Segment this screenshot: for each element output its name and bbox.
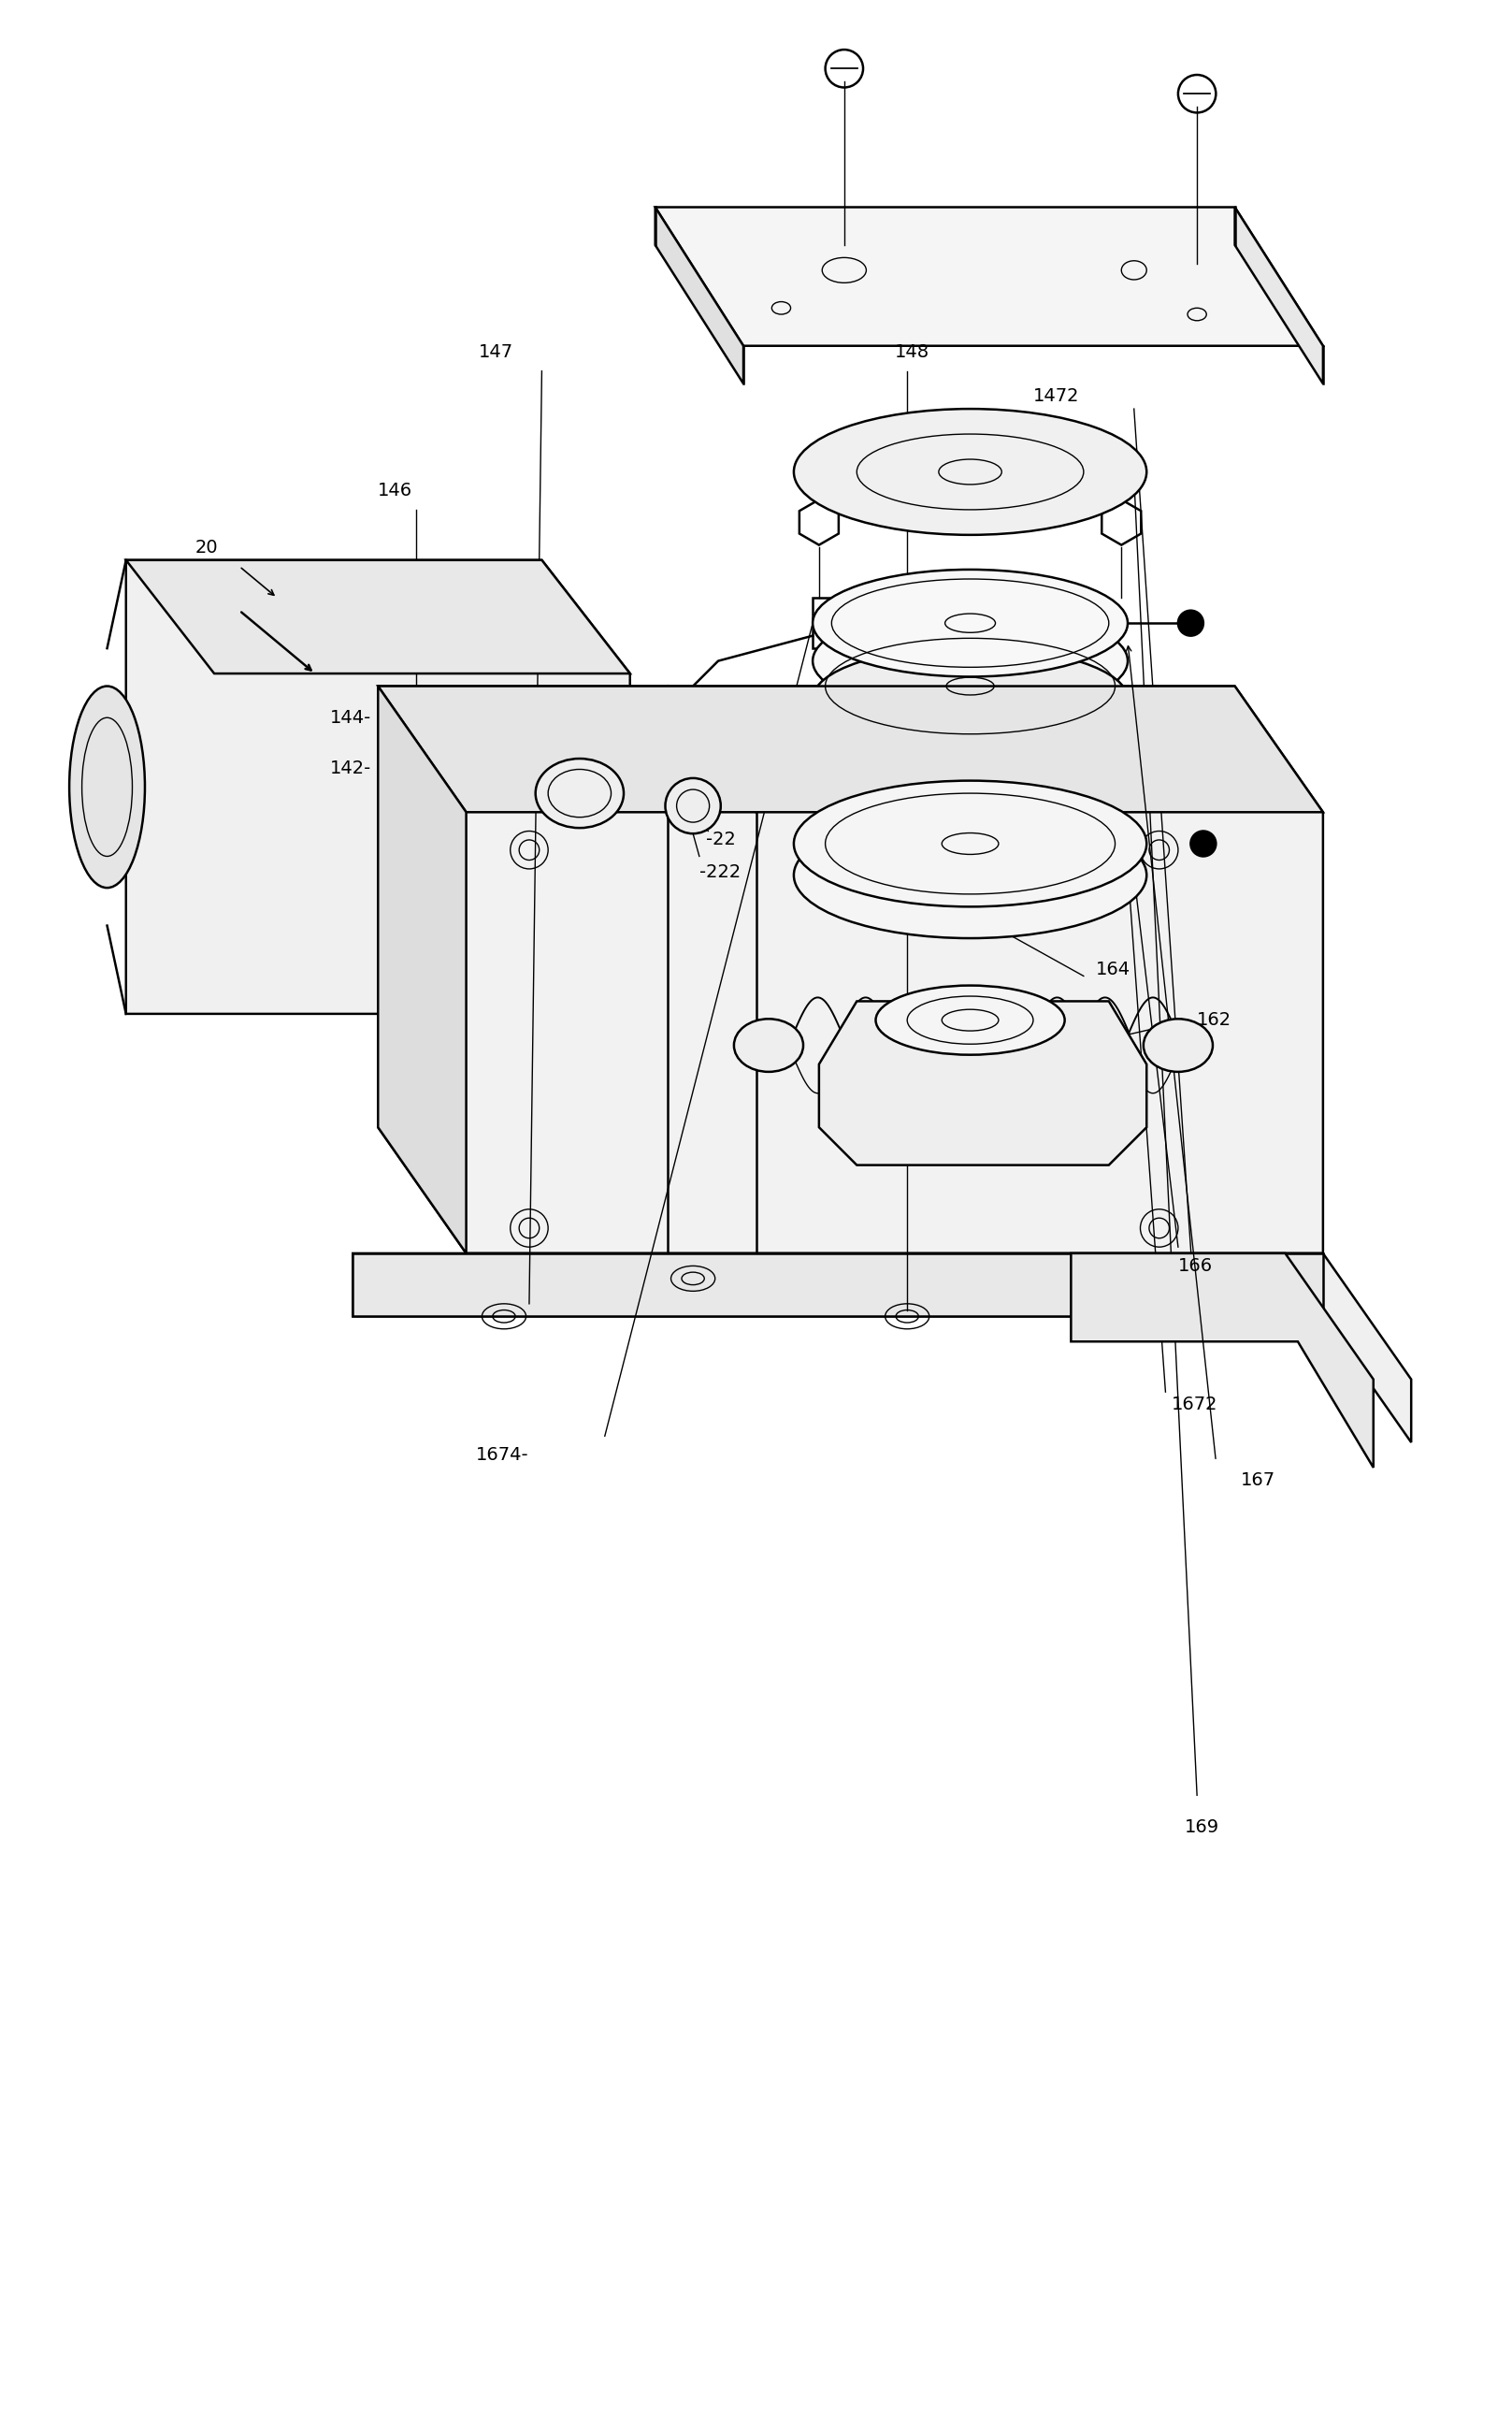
Ellipse shape <box>875 985 1064 1055</box>
Text: 1674-: 1674- <box>476 1446 529 1463</box>
Text: 148: 148 <box>895 343 930 362</box>
Ellipse shape <box>1143 1019 1213 1072</box>
Text: 166: 166 <box>1178 1257 1213 1274</box>
Text: -222: -222 <box>699 863 741 882</box>
Text: 162: 162 <box>1198 1011 1232 1028</box>
Text: 147: 147 <box>479 343 514 362</box>
Ellipse shape <box>733 1019 803 1072</box>
Ellipse shape <box>794 780 1146 907</box>
Text: 1672: 1672 <box>1172 1395 1219 1412</box>
Ellipse shape <box>794 408 1146 535</box>
Polygon shape <box>378 686 1323 812</box>
Ellipse shape <box>813 647 1128 751</box>
Polygon shape <box>820 1002 1146 1164</box>
Circle shape <box>1191 831 1216 856</box>
Ellipse shape <box>813 569 1128 676</box>
Text: 164: 164 <box>1096 960 1131 980</box>
Polygon shape <box>655 207 1323 345</box>
Polygon shape <box>1235 207 1323 384</box>
Ellipse shape <box>535 758 623 829</box>
Text: 20: 20 <box>195 540 218 557</box>
Polygon shape <box>352 1254 1411 1442</box>
Polygon shape <box>125 559 631 673</box>
Text: 169: 169 <box>1184 1818 1219 1835</box>
Polygon shape <box>378 686 466 1254</box>
Ellipse shape <box>794 812 1146 938</box>
Polygon shape <box>655 207 744 384</box>
Polygon shape <box>125 559 631 1014</box>
Text: 142-: 142- <box>330 758 372 778</box>
Text: -22: -22 <box>706 831 735 848</box>
Polygon shape <box>1070 1254 1373 1468</box>
Ellipse shape <box>813 608 1128 715</box>
Ellipse shape <box>70 686 145 887</box>
Polygon shape <box>352 1254 1323 1315</box>
Text: 167: 167 <box>1241 1471 1276 1490</box>
Text: 1472: 1472 <box>1033 387 1080 406</box>
Circle shape <box>665 778 721 834</box>
Polygon shape <box>378 686 1323 1254</box>
Text: 144-: 144- <box>330 710 372 727</box>
Text: 146: 146 <box>378 481 413 501</box>
Circle shape <box>1178 610 1204 637</box>
